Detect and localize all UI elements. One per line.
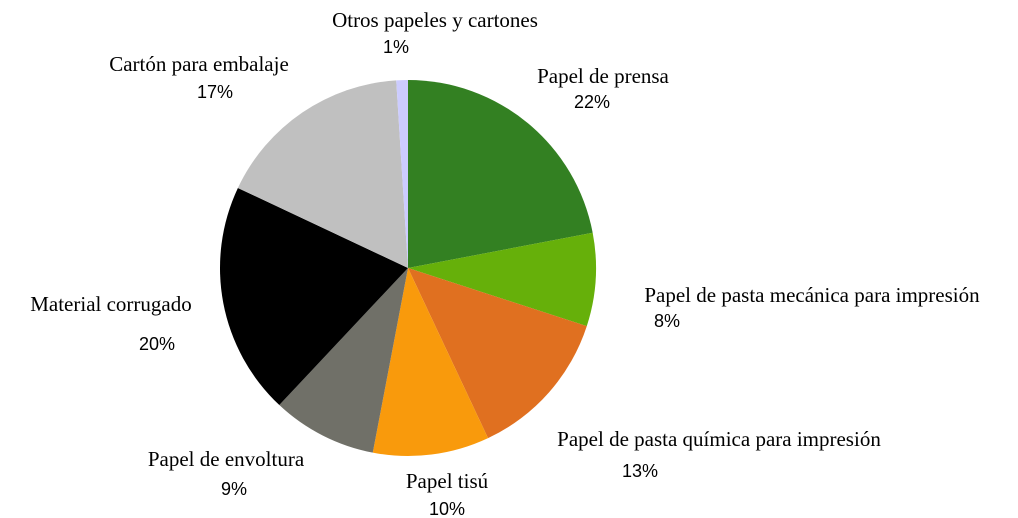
slice-label: Papel de pasta mecánica para impresión bbox=[644, 283, 980, 307]
pie-slice bbox=[408, 268, 587, 439]
slice-label: Papel tisú bbox=[406, 469, 489, 493]
pie-slice bbox=[220, 187, 408, 406]
pie-slice bbox=[396, 80, 408, 268]
slice-value-label: 20% bbox=[139, 334, 175, 354]
slice-value-label: 13% bbox=[622, 461, 658, 481]
pie-slice bbox=[279, 268, 408, 453]
slice-value-label: 17% bbox=[197, 82, 233, 102]
pie-slice bbox=[408, 80, 593, 268]
slice-label: Papel de envoltura bbox=[148, 447, 305, 471]
slice-value-label: 10% bbox=[429, 499, 465, 518]
slice-value-label: 8% bbox=[654, 311, 680, 331]
slice-value-label: 22% bbox=[574, 92, 610, 112]
slice-value-label: 1% bbox=[383, 37, 409, 57]
pie-slice bbox=[408, 232, 596, 327]
slice-value-label: 9% bbox=[221, 479, 247, 499]
pie-slice bbox=[372, 268, 489, 457]
slice-label: Otros papeles y cartones bbox=[332, 8, 538, 32]
slice-label: Cartón para embalaje bbox=[109, 52, 289, 76]
pie-slice bbox=[237, 80, 408, 268]
slice-label: Papel de pasta química para impresión bbox=[557, 427, 881, 451]
slice-label: Material corrugado bbox=[30, 292, 192, 316]
slice-label: Papel de prensa bbox=[537, 64, 669, 88]
